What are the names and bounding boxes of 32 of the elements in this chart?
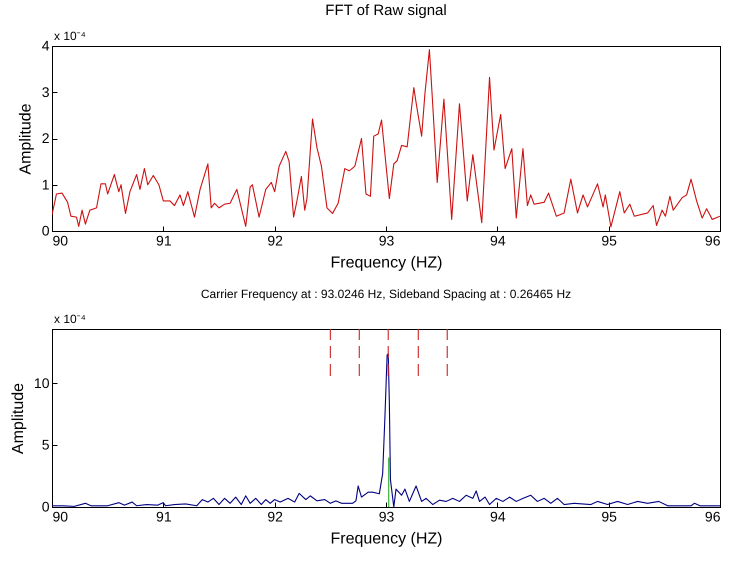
y-tick-label: 10 bbox=[34, 374, 50, 391]
text: x 10⁻⁴ bbox=[54, 29, 86, 43]
x-tick-label: 91 bbox=[156, 232, 172, 248]
line-series bbox=[52, 353, 720, 507]
x-tick-label: 94 bbox=[490, 508, 506, 524]
y-tick-label: 0 bbox=[42, 498, 50, 514]
text: x 10⁻⁴ bbox=[54, 312, 86, 326]
y-tick-label: 0 bbox=[42, 222, 50, 238]
y-axis-title: Amplitude bbox=[18, 103, 35, 175]
x-tick-label: 92 bbox=[267, 508, 284, 524]
x-tick-label: 90 bbox=[52, 232, 68, 248]
x-tick-label: 93 bbox=[378, 232, 394, 248]
y-tick-label: 1 bbox=[42, 176, 50, 192]
x-tick-label: 90 bbox=[52, 508, 68, 524]
x-tick-label: 95 bbox=[601, 508, 618, 524]
x-tick-label: 93 bbox=[378, 508, 394, 524]
x-tick-label: 92 bbox=[267, 232, 284, 248]
x-axis-title: Frequency (HZ) bbox=[330, 254, 443, 272]
y-tick-label: 5 bbox=[42, 436, 50, 453]
chart-title: Carrier Frequency at : 93.0246 Hz, Sideband Spacing at : 0.26465 Hz bbox=[200, 287, 572, 301]
y-tick-label: 2 bbox=[42, 130, 50, 146]
y-tick-label: 3 bbox=[42, 84, 50, 100]
x-tick-label: 96 bbox=[704, 232, 721, 248]
x-tick-label: 96 bbox=[704, 508, 721, 524]
x-axis-title: Frequency (HZ) bbox=[330, 530, 443, 548]
x-tick-label: 91 bbox=[156, 508, 172, 524]
y-axis-title: Amplitude bbox=[10, 382, 27, 454]
x-tick-label: 94 bbox=[490, 232, 506, 248]
y-tick-label: 4 bbox=[42, 38, 50, 54]
line-series bbox=[52, 49, 720, 228]
chart-title: FFT of Raw signal bbox=[325, 2, 447, 19]
x-tick-label: 95 bbox=[601, 232, 618, 248]
